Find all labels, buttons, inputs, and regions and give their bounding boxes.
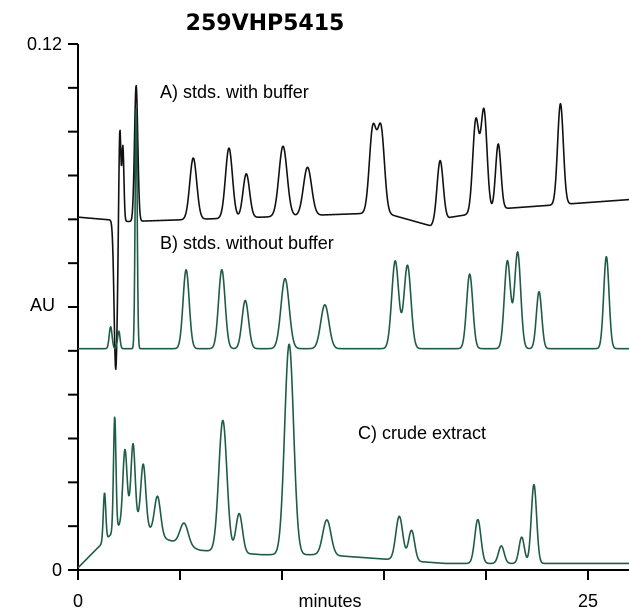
series-line-a (77, 84, 629, 371)
x-tick-label: 25 (578, 591, 598, 610)
annotation-series-a: A) stds. with buffer (160, 82, 309, 102)
y-tick-label: 0.12 (27, 34, 62, 54)
annotation-series-b: B) stds. without buffer (160, 233, 334, 253)
y-axis-ticks: 00.12 (27, 34, 78, 580)
x-axis-ticks: 0 25 (73, 570, 598, 610)
series-group (77, 84, 629, 569)
series-line-c (77, 343, 629, 569)
x-axis-label: minutes (298, 591, 361, 610)
x-tick-label: 0 (73, 591, 83, 610)
chart-title: 259VHP5415 (186, 11, 345, 36)
y-axis-label: AU (30, 295, 55, 315)
y-tick-label: 0 (52, 560, 62, 580)
annotation-series-c: C) crude extract (358, 423, 486, 443)
series-line-b (77, 108, 629, 350)
